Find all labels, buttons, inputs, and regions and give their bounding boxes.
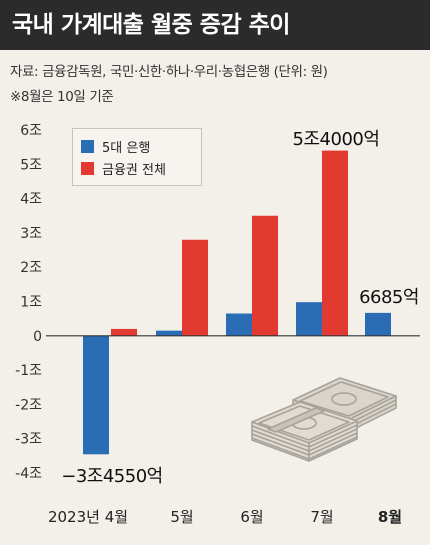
bar-big5-banks-2 [226, 313, 252, 336]
value-label: 6685억 [359, 287, 419, 308]
bar-all-financial-3 [322, 150, 348, 336]
bar-big5-banks-0 [83, 335, 109, 455]
source-note: 자료: 금융감독원, 국민·신한·하나·우리·농협은행 (단위: 원) [10, 64, 328, 80]
x-tick-label: 5월 [170, 508, 193, 526]
value-annotations: −3조4550억 5조4000억 6685억 [61, 129, 419, 487]
x-tick-label: 7월 [310, 508, 333, 526]
y-axis: 6조 5조 4조 3조 2조 1조 0 -1조 -2조 -3조 -4조 [15, 123, 42, 482]
date-basis-note: ※8월은 10일 기준 [10, 89, 114, 105]
y-tick-label: 2조 [20, 260, 42, 276]
bar-all-financial-2 [252, 215, 278, 336]
y-tick-label: -4조 [15, 466, 42, 482]
bar-big5-banks-1 [156, 330, 182, 336]
legend-swatch-all-financial [81, 161, 94, 175]
legend: 5대 은행 금융권 전체 [72, 128, 202, 186]
legend-item-all-financial: 금융권 전체 [81, 157, 193, 179]
x-tick-label: 8월 [378, 508, 402, 526]
money-stack-illustration [251, 377, 397, 462]
y-tick-label: 4조 [20, 192, 42, 208]
y-tick-label: 5조 [20, 157, 42, 173]
y-tick-label: -3조 [15, 432, 42, 448]
legend-swatch-big5-banks [81, 139, 94, 153]
y-tick-label: 1조 [20, 295, 42, 311]
legend-label-big5-banks: 5대 은행 [102, 140, 151, 156]
y-tick-label: 3조 [20, 226, 42, 242]
legend-item-big5-banks: 5대 은행 [81, 135, 193, 157]
value-label: −3조4550억 [61, 466, 162, 487]
bars-layer [83, 150, 391, 455]
y-tick-label: -1조 [15, 363, 42, 379]
bar-big5-banks-3 [296, 302, 322, 336]
x-tick-label: 2023년 4월 [48, 508, 128, 526]
bar-big5-banks-4 [365, 312, 391, 336]
bar-all-financial-0 [111, 328, 137, 336]
x-axis: 2023년 4월 5월 6월 7월 8월 [48, 508, 402, 526]
legend-label-all-financial: 금융권 전체 [102, 162, 166, 178]
y-tick-label: -2조 [15, 397, 42, 413]
y-tick-label: 0 [33, 329, 42, 345]
bar-all-financial-1 [182, 239, 208, 336]
x-tick-label: 6월 [240, 508, 263, 526]
chart-title: 국내 가계대출 월중 증감 추이 [0, 0, 430, 50]
y-tick-label: 6조 [20, 123, 42, 139]
value-label: 5조4000억 [293, 129, 380, 150]
